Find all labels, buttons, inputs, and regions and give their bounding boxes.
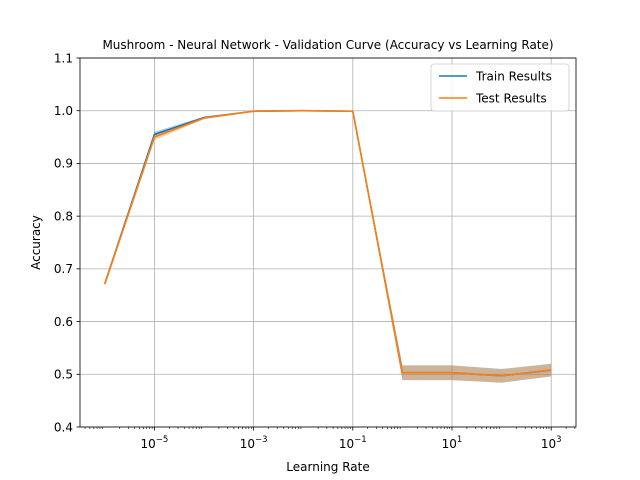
y-axis-ticks: 0.4 0.5 0.6 0.7 0.8 0.9 1.0 1.1 [54, 51, 80, 434]
y-tick-label: 1.1 [54, 51, 73, 65]
y-tick-label: 1.0 [54, 104, 73, 118]
x-tick-label: 10−1 [339, 435, 367, 451]
y-tick-label: 0.7 [54, 262, 73, 276]
legend-label-1: Train Results [475, 70, 552, 84]
x-axis-title: Learning Rate [286, 460, 369, 474]
legend-label-2: Test Results [475, 92, 547, 106]
y-tick-label: 0.4 [54, 420, 73, 434]
line-series-2 [104, 109, 552, 377]
x-tick-label: 103 [541, 435, 562, 451]
y-axis-title: Accuracy [29, 215, 43, 270]
plot-frame [79, 57, 577, 428]
y-tick-label: 0.8 [54, 209, 73, 223]
y-tick-label: 0.5 [54, 368, 73, 382]
y-tick-label: 0.6 [54, 315, 73, 329]
x-axis-ticks: 10−5 10−3 10−1 101 103 [84, 427, 576, 451]
y-tick-label: 0.9 [54, 157, 73, 171]
x-tick-label: 101 [442, 435, 463, 451]
x-tick-label: 10−3 [240, 435, 268, 451]
chart-title: Mushroom - Neural Network - Validation C… [102, 38, 553, 52]
x-tick-label: 10−5 [140, 435, 168, 451]
legend: Train Results Test Results [430, 63, 570, 112]
series-lines [104, 109, 552, 377]
